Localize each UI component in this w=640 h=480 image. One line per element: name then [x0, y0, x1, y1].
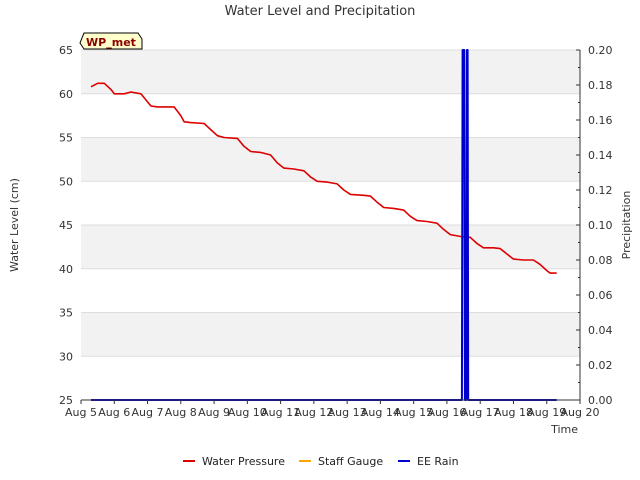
legend-label: Staff Gauge	[318, 455, 383, 468]
grid-lines	[81, 49, 580, 401]
plot-bands	[81, 50, 580, 357]
y-right-tick-label: 0.16	[588, 114, 613, 127]
x-tick-label: Aug 12	[294, 406, 333, 419]
y-axis-left-title: Water Level (cm)	[8, 178, 21, 272]
y-left-tick-label: 60	[59, 88, 73, 101]
y-right-tick-label: 0.10	[588, 219, 613, 232]
x-tick-label: Aug 5	[65, 406, 97, 419]
x-tick-label: Aug 11	[261, 406, 300, 419]
x-tick-label: Aug 19	[527, 406, 566, 419]
y-right-tick-label: 0.06	[588, 289, 613, 302]
legend-label: EE Rain	[417, 455, 459, 468]
y-left-tick-label: 25	[59, 394, 73, 407]
y-right-tick-label: 0.14	[588, 149, 613, 162]
x-tick-label: Aug 14	[361, 406, 400, 419]
x-tick-label: Aug 15	[394, 406, 433, 419]
chart-title: Water Level and Precipitation	[225, 4, 416, 19]
y-right-tick-label: 0.02	[588, 359, 613, 372]
plot-band	[81, 225, 580, 269]
y-right-tick-label: 0.12	[588, 184, 613, 197]
legend-label: Water Pressure	[202, 455, 285, 468]
y-right-tick-label: 0.00	[588, 394, 613, 407]
x-axis-title: Time	[550, 423, 578, 436]
y-right-tick-label: 0.20	[588, 44, 613, 57]
y-axis-right-title: Precipitation	[620, 191, 633, 260]
plot-band	[81, 137, 580, 182]
station-badge: WP_met	[79, 32, 143, 50]
plot-band	[81, 50, 580, 94]
station-badge-box	[79, 32, 143, 50]
x-tick-label: Aug 8	[165, 406, 197, 419]
x-tick-label: Aug 16	[427, 406, 466, 419]
y-right-tick-label: 0.04	[588, 324, 613, 337]
y-right-tick-label: 0.08	[588, 254, 613, 267]
y-left-tick-label: 50	[59, 175, 73, 188]
x-tick-label: Aug 18	[494, 406, 533, 419]
plot-band	[81, 312, 580, 357]
y-left-tick-label: 55	[59, 132, 73, 145]
station-badge-label: WP_met	[86, 36, 136, 49]
x-tick-label: Aug 9	[198, 406, 230, 419]
x-tick-label: Aug 10	[228, 406, 267, 419]
y-left-tick-label: 45	[59, 219, 73, 232]
y-left-tick-label: 35	[59, 307, 73, 320]
x-tick-label: Aug 13	[328, 406, 367, 419]
series-line-water-pressure	[90, 82, 557, 274]
x-tick-label: Aug 7	[132, 406, 164, 419]
legend: Water Pressure Staff Gauge EE Rain	[183, 455, 459, 468]
axes: 25 30 35 40 45 50 55 60 65 0.00 0.02 0.04 0.06 0.08 0.…	[59, 44, 613, 419]
y-left-tick-label: 30	[59, 350, 73, 363]
y-left-tick-label: 40	[59, 263, 73, 276]
x-tick-label: Aug 17	[461, 406, 500, 419]
x-tick-label: Aug 6	[98, 406, 130, 419]
y-left-tick-label: 65	[59, 44, 73, 57]
x-tick-label: Aug 20	[561, 406, 600, 419]
y-right-tick-label: 0.18	[588, 79, 613, 92]
